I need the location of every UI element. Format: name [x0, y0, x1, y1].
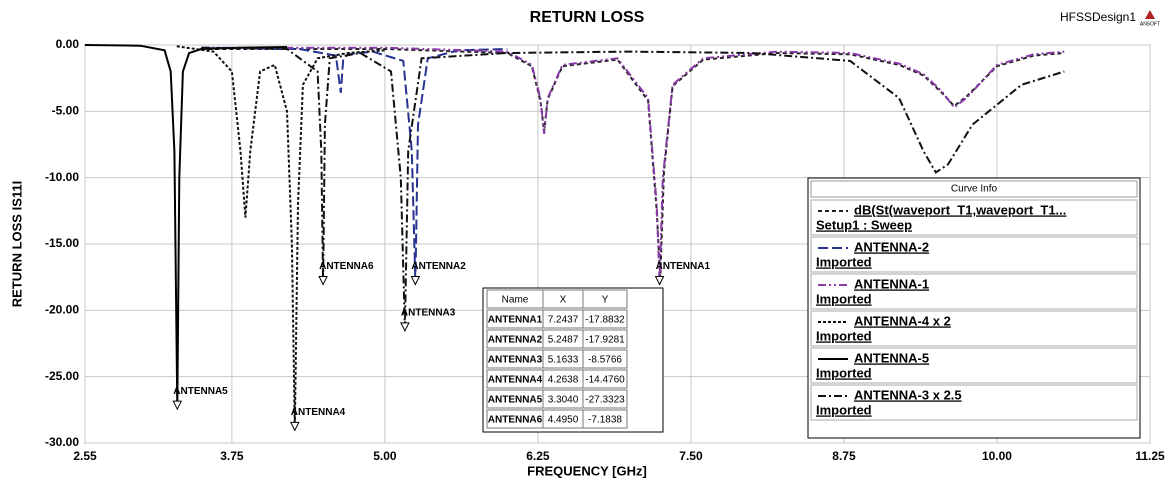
table-text: 3.3040: [548, 395, 579, 406]
legend-entry: [810, 199, 1138, 236]
table-text: -7.1838: [588, 415, 622, 426]
legend-entry: [810, 384, 1138, 421]
legend-subtitle: Setup1 : Sweep: [816, 217, 912, 232]
series-line: [176, 45, 385, 430]
x-tick-label: 2.55: [73, 449, 97, 463]
marker-label: ANTENNA4: [291, 407, 346, 418]
table-text: Y: [602, 295, 609, 306]
logo-icon: [1145, 10, 1155, 19]
legend-label: ANTENNA-4 x 2: [854, 313, 951, 328]
legend-subtitle: Imported: [816, 402, 872, 417]
table-text: 4.4950: [548, 415, 579, 426]
y-tick-label: -5.00: [52, 104, 80, 118]
table-text: ANTENNA4: [488, 375, 543, 386]
legend-header: [810, 180, 1138, 198]
table-text: -8.5766: [588, 355, 622, 366]
table-text: ANTENNA6: [488, 415, 543, 426]
y-tick-label: -10.00: [45, 170, 79, 184]
table-text: -27.3323: [585, 395, 625, 406]
table-cell: [582, 309, 628, 329]
table-text: 5.1633: [548, 355, 579, 366]
table-text: ANTENNA5: [488, 395, 543, 406]
y-tick-label: -15.00: [45, 236, 79, 250]
legend-subtitle: Imported: [816, 254, 872, 269]
marker: [318, 275, 328, 286]
marker: [400, 322, 410, 333]
legend-entry: [810, 347, 1138, 384]
marker: [289, 421, 300, 432]
marker: [654, 275, 665, 286]
marker: [172, 400, 183, 411]
legend-subtitle: Imported: [816, 365, 872, 380]
table-cell: [582, 289, 628, 309]
table-text: 5.2487: [548, 335, 579, 346]
design-name: HFSSDesign1: [1060, 10, 1136, 24]
marker-label: ANTENNA3: [401, 308, 456, 319]
y-tick-label: 0.00: [56, 37, 80, 51]
table-text: 7.2437: [548, 315, 579, 326]
table-text: -17.9281: [585, 335, 625, 346]
x-axis-label: FREQUENCY [GHz]: [527, 463, 647, 478]
series-line: [201, 46, 1065, 329]
legend-title: Curve Info: [951, 184, 998, 195]
table-text: ANTENNA3: [488, 355, 543, 366]
legend-subtitle: Imported: [816, 291, 872, 306]
x-tick-label: 5.00: [373, 449, 397, 463]
chart-title: RETURN LOSS: [530, 9, 645, 26]
legend-subtitle: Imported: [816, 328, 872, 343]
logo: ANSOFT: [1140, 21, 1160, 27]
table-text: ANTENNA2: [488, 335, 543, 346]
x-tick-label: 7.50: [679, 449, 703, 463]
legend-label: ANTENNA-5: [854, 350, 929, 365]
table-cell: [582, 349, 628, 369]
table-cell: [582, 409, 628, 429]
table-cell: [582, 369, 628, 389]
y-tick-label: -30.00: [45, 435, 79, 449]
table-text: -14.4760: [585, 375, 625, 386]
x-tick-label: 11.25: [1135, 449, 1165, 463]
marker-label: ANTENNA6: [319, 261, 374, 272]
y-tick-label: -20.00: [45, 303, 79, 317]
table-text: 4.2638: [548, 375, 579, 386]
series-line: [201, 46, 508, 283]
x-tick-label: 8.75: [832, 449, 856, 463]
y-tick-label: -25.00: [45, 369, 79, 383]
legend-label: ANTENNA-3 x 2.5: [854, 387, 962, 402]
marker-label: ANTENNA2: [411, 261, 466, 272]
marker-label: ANTENNA5: [173, 386, 228, 397]
x-tick-label: 10.00: [982, 449, 1012, 463]
legend-label: ANTENNA-2: [854, 239, 929, 254]
table-cell: [582, 329, 628, 349]
table-text: Name: [502, 295, 529, 306]
marker-label: ANTENNA1: [656, 261, 711, 272]
legend-label: dB(St(waveport_T1,waveport_T1...: [854, 202, 1066, 217]
x-tick-label: 3.75: [220, 449, 244, 463]
marker: [410, 275, 421, 286]
legend-label: ANTENNA-1: [854, 276, 929, 291]
y-axis-label: RETURN LOSS IS11I: [9, 181, 24, 307]
legend-entry: [810, 310, 1138, 347]
series-line: [201, 46, 1065, 283]
table-cell: [582, 389, 628, 409]
legend-entry: [810, 273, 1138, 310]
x-tick-label: 6.25: [526, 449, 550, 463]
table-text: X: [560, 295, 567, 306]
table-text: ANTENNA1: [488, 315, 543, 326]
table-text: -17.8832: [585, 315, 625, 326]
legend-entry: [810, 236, 1138, 273]
